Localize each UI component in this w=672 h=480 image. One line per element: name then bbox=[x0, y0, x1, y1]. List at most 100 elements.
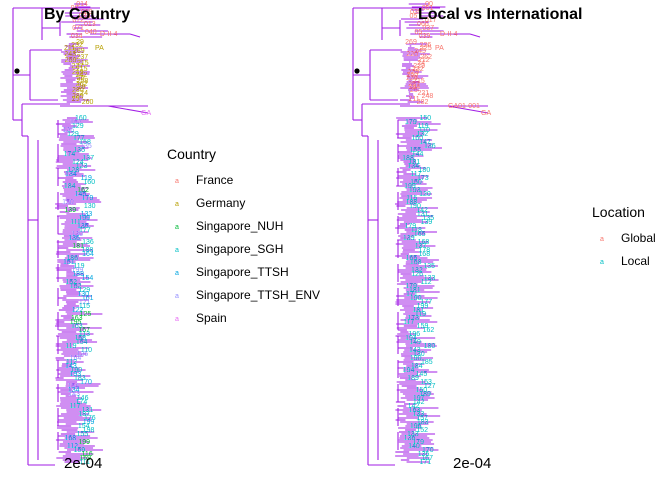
tree-branch bbox=[129, 33, 141, 38]
tip-label: 248 bbox=[422, 93, 434, 100]
tip-label: 117 bbox=[403, 319, 414, 326]
tip-label: 157 bbox=[416, 415, 428, 422]
legend-title: Country bbox=[167, 146, 216, 162]
tip-label: 180 bbox=[424, 343, 436, 350]
tip-label: 139 bbox=[421, 219, 433, 226]
tip-label: 142 bbox=[413, 399, 425, 406]
tip-label: 129 bbox=[78, 287, 90, 294]
tip-label: 195 bbox=[70, 319, 82, 326]
tip-label: 163 bbox=[71, 323, 83, 330]
legend-item-label: Singapore_TTSH_ENV bbox=[196, 288, 320, 302]
tip-label: 128 bbox=[68, 167, 80, 174]
tip-label: 136 bbox=[424, 143, 436, 150]
tip-label: 120 bbox=[419, 191, 431, 198]
tip-label: 262 bbox=[76, 81, 88, 88]
panel-by-country: 1601621291261291771581351351741371241231… bbox=[12, 1, 320, 472]
tip-label: 119 bbox=[81, 175, 92, 182]
tip-label: 150 bbox=[62, 199, 74, 206]
tip-label: 232 bbox=[71, 42, 83, 49]
tip-label: 168 bbox=[418, 251, 430, 258]
tip-label: 197 bbox=[413, 395, 425, 402]
tip-label: 159 bbox=[417, 323, 429, 330]
tip-label: 282 bbox=[417, 99, 429, 106]
tip-label: 134 bbox=[407, 163, 419, 170]
tip-label: 189 bbox=[419, 391, 431, 398]
tip-label: 119 bbox=[73, 263, 84, 270]
tip-label: 131 bbox=[417, 211, 429, 218]
tip-label: 130 bbox=[71, 231, 83, 238]
tip-label: 133 bbox=[81, 211, 93, 218]
tip-label: 225 bbox=[407, 69, 419, 76]
tip-label: 038 bbox=[79, 13, 91, 20]
tip-label: 284 bbox=[408, 84, 420, 91]
tip-label: 158 bbox=[79, 139, 91, 146]
tip-label: 154 bbox=[82, 275, 94, 282]
tip-label: 212 bbox=[418, 57, 430, 64]
tip-label: 157 bbox=[78, 327, 90, 334]
tip-label: 194 bbox=[403, 367, 415, 374]
tip-label: 150 bbox=[420, 115, 432, 122]
tip-label: 129 bbox=[67, 131, 79, 138]
tip-label: 154 bbox=[78, 423, 90, 430]
tip-label: 135 bbox=[77, 223, 89, 230]
scale-bar-label: 2e-04 bbox=[453, 455, 491, 472]
tip-label: 155 bbox=[77, 431, 89, 438]
tip-label: 137 bbox=[415, 243, 427, 250]
tip-label: 187 bbox=[78, 411, 90, 418]
tip-label: 130 bbox=[413, 351, 425, 358]
tip-label: 132 bbox=[411, 267, 423, 274]
tip-label: 199 bbox=[78, 439, 90, 446]
tip-label: 160 bbox=[75, 115, 87, 122]
panel-local-vs-international: 1501791191101321601471361551441881811341… bbox=[352, 1, 656, 472]
tip-label: PA bbox=[95, 45, 104, 52]
tip-label: 25 bbox=[410, 87, 418, 94]
tip-label: 133 bbox=[413, 411, 425, 418]
tip-label: 165 bbox=[414, 231, 426, 238]
tip-label: 143 bbox=[68, 391, 80, 398]
tip-label: 139 bbox=[64, 207, 76, 214]
tip-label: 162 bbox=[77, 187, 89, 194]
tip-label: 28 bbox=[78, 84, 86, 91]
tip-label: 183 bbox=[417, 419, 429, 426]
tip-label: 184 bbox=[64, 183, 76, 190]
tip-label: 117 bbox=[410, 171, 421, 178]
tip-label: 130 bbox=[77, 291, 89, 298]
tip-label: 05 bbox=[414, 29, 422, 36]
legend-key-glyph: a bbox=[175, 178, 179, 185]
tip-label: 190 bbox=[409, 203, 421, 210]
tip-label: 173 bbox=[407, 315, 419, 322]
tip-label: 152 bbox=[70, 283, 82, 290]
tip-label: 150 bbox=[410, 179, 422, 186]
tip-label: 125 bbox=[80, 311, 92, 318]
legend-key-glyph: a bbox=[175, 293, 179, 300]
tip-label: 215 bbox=[413, 78, 425, 85]
tip-label: 152 bbox=[65, 279, 77, 286]
tip-label: 199 bbox=[417, 303, 429, 310]
tree-branch bbox=[107, 105, 149, 114]
legend-item-label: Germany bbox=[196, 196, 245, 210]
root-node bbox=[14, 68, 20, 74]
tip-label: 179 bbox=[405, 119, 417, 126]
tip-label: 143 bbox=[65, 363, 77, 370]
tip-label: 145 bbox=[416, 371, 428, 378]
legend-item-label: Local bbox=[621, 254, 650, 268]
tip-label: 034 bbox=[71, 33, 83, 40]
tip-label: GA01-001 bbox=[448, 103, 480, 110]
legend-item-label: France bbox=[196, 173, 234, 187]
tip-label: 123 bbox=[76, 163, 88, 170]
tip-label: 162 bbox=[70, 119, 82, 126]
tip-label: 164 bbox=[70, 355, 82, 362]
tip-label: GA bbox=[481, 110, 491, 117]
tip-label: 115 bbox=[79, 303, 90, 310]
tip-label: 190 bbox=[70, 367, 82, 374]
tip-label: 180 bbox=[419, 167, 431, 174]
tip-label: 245 bbox=[414, 48, 426, 55]
tip-label: 25 bbox=[77, 75, 85, 82]
tip-label: 199 bbox=[72, 267, 84, 274]
tip-label: 122 bbox=[72, 307, 84, 314]
tip-label: 142 bbox=[408, 403, 420, 410]
tip-label: 116 bbox=[82, 451, 93, 458]
tip-label: 215 bbox=[76, 66, 88, 73]
tip-label: 039 bbox=[419, 33, 431, 40]
tip-label: 110 bbox=[419, 127, 430, 134]
